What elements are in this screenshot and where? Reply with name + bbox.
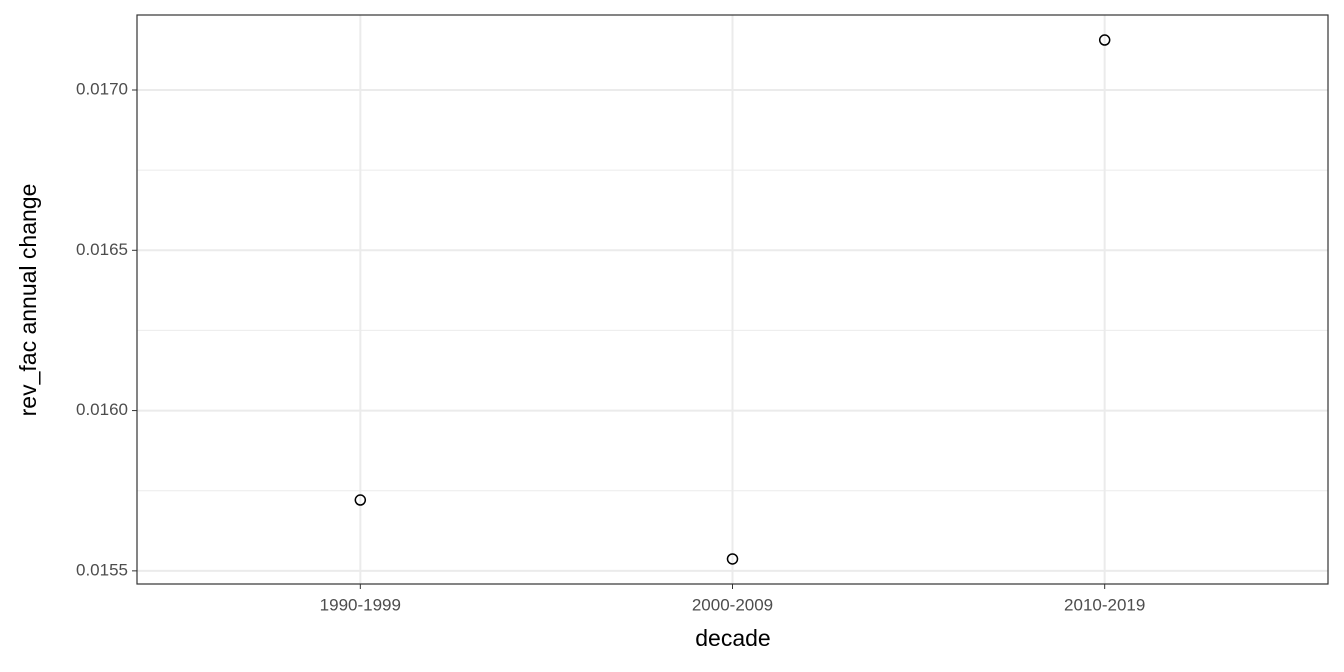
- x-tick-label: 1990-1999: [320, 595, 401, 614]
- y-axis-title: rev_fac annual change: [15, 184, 41, 417]
- point: [1098, 34, 1111, 46]
- x-tick-label: 2010-2019: [1064, 595, 1145, 614]
- y-tick-label: 0.0160: [76, 400, 128, 419]
- y-tick-label: 0.0155: [76, 560, 128, 579]
- point: [726, 553, 739, 565]
- point: [354, 494, 367, 506]
- x-tick-label: 2000-2009: [692, 595, 773, 614]
- x-axis-title: decade: [695, 625, 770, 651]
- y-tick-label: 0.0170: [76, 79, 128, 98]
- y-tick-label: 0.0165: [76, 240, 128, 259]
- panel-border: [136, 14, 1329, 585]
